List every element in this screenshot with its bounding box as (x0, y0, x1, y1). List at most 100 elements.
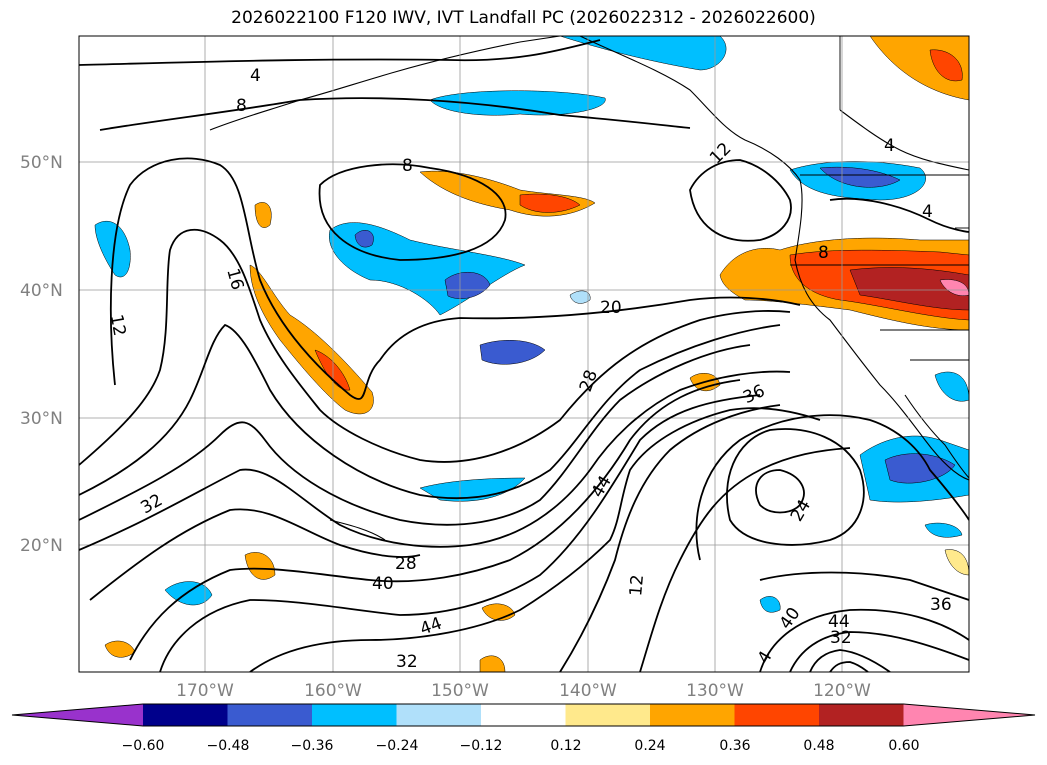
colorbar-segment (312, 704, 397, 726)
colorbar-segment (143, 704, 228, 726)
shade-patch (444, 272, 491, 299)
coastline (904, 394, 969, 479)
lat-label: 20°N (20, 536, 63, 556)
contour-line (726, 428, 865, 546)
contour-line (79, 344, 751, 526)
contour-layer (79, 39, 969, 672)
contour-label: 44 (828, 612, 850, 632)
lat-label: 30°N (20, 409, 63, 429)
colorbar-segment (227, 704, 312, 726)
contour-label: 12 (106, 313, 129, 338)
shade-patch (479, 340, 546, 365)
shade-patch (569, 290, 591, 304)
colorbar-tick-label: −0.60 (122, 738, 165, 754)
contour-label: 20 (600, 298, 622, 318)
shade-patch (314, 349, 351, 391)
colorbar-segment (650, 704, 735, 726)
contour-line (789, 631, 969, 672)
coastline (209, 36, 561, 131)
longitude-labels: 170°W 160°W 150°W 140°W 130°W 120°W (176, 681, 871, 701)
colorbar-extend-right (903, 704, 1035, 726)
colorbar-segment (565, 704, 650, 726)
contour-line (689, 159, 792, 242)
shade-patch (849, 267, 969, 311)
contour-line (759, 571, 969, 601)
colorbar-tick-label: 0.12 (550, 738, 581, 754)
colorbar-tick-label: −0.12 (460, 738, 503, 754)
contour-line (79, 228, 791, 466)
lon-label: 130°W (686, 681, 744, 701)
map-frame (78, 35, 970, 673)
colorbar-extend-left (12, 704, 143, 726)
colorbar-outline (11, 703, 1036, 727)
lat-label: 50°N (20, 153, 63, 173)
colorbar-tick-label: 0.48 (803, 738, 834, 754)
colorbar-segment (396, 704, 481, 726)
shade-patch (944, 549, 969, 576)
shade-patch (884, 453, 956, 484)
border-layer (790, 36, 969, 361)
coastline (579, 36, 969, 481)
shaded-anomaly-layer (94, 36, 969, 672)
colorbar-segment (734, 704, 819, 726)
lon-label: 140°W (559, 681, 617, 701)
colorbar-tick-label: −0.48 (207, 738, 250, 754)
colorbar (11, 703, 1036, 727)
contour-label: 32 (396, 652, 418, 672)
map-title: 2026022100 F120 IWV, IVT Landfall PC (20… (231, 8, 816, 28)
shade-patch (429, 90, 606, 116)
contour-line (695, 414, 969, 561)
colorbar-labels: −0.60 −0.48 −0.36 −0.24 −0.12 0.12 0.24 … (122, 738, 920, 754)
shade-patch (479, 655, 506, 672)
contour-line (829, 197, 969, 233)
contour-line (109, 157, 801, 400)
contour-label: 4 (250, 66, 261, 86)
contour-line (318, 163, 507, 261)
contour-line (639, 447, 851, 672)
contour-line (759, 608, 969, 672)
shade-patch (929, 49, 963, 82)
shade-patch (924, 522, 963, 538)
colorbar-segment (481, 704, 566, 726)
contour-line (99, 97, 691, 131)
contour-line (829, 661, 869, 672)
contour-line (809, 649, 891, 672)
contour-label: 4 (884, 136, 895, 156)
coastline-layer (209, 36, 969, 541)
shade-patch (354, 230, 374, 248)
contour-label: 8 (236, 96, 247, 116)
contour-label: 8 (818, 243, 829, 263)
shade-patch (934, 371, 969, 402)
colorbar-tick-label: 0.60 (888, 738, 919, 754)
contour-label: 12 (626, 574, 648, 597)
contour-label: 36 (930, 595, 952, 615)
contour-label: 8 (402, 156, 413, 176)
shade-patch (94, 220, 131, 278)
contour-label: 32 (830, 628, 852, 648)
shade-patch (164, 581, 213, 606)
shade-patch (254, 202, 272, 228)
shade-patch (759, 596, 781, 613)
lat-label: 40°N (20, 281, 63, 301)
coastline (839, 109, 969, 171)
lon-label: 120°W (813, 681, 871, 701)
contour-line (159, 394, 761, 672)
contour-line (559, 404, 781, 672)
lon-label: 160°W (304, 681, 362, 701)
colorbar-tick-label: −0.24 (376, 738, 419, 754)
contour-line (129, 379, 741, 661)
contour-line (755, 469, 805, 514)
contour-line (79, 39, 601, 66)
shade-patch (419, 477, 526, 502)
contour-label: 40 (372, 574, 394, 594)
contour-line (89, 508, 421, 601)
contour-label: 4 (922, 202, 933, 222)
contour-line (249, 407, 821, 672)
shade-patch (559, 36, 727, 71)
contour-line (79, 370, 791, 551)
colorbar-segment (819, 704, 904, 726)
colorbar-tick-label: 0.24 (634, 738, 665, 754)
shade-patch (244, 552, 276, 580)
colorbar-tick-label: −0.36 (291, 738, 334, 754)
